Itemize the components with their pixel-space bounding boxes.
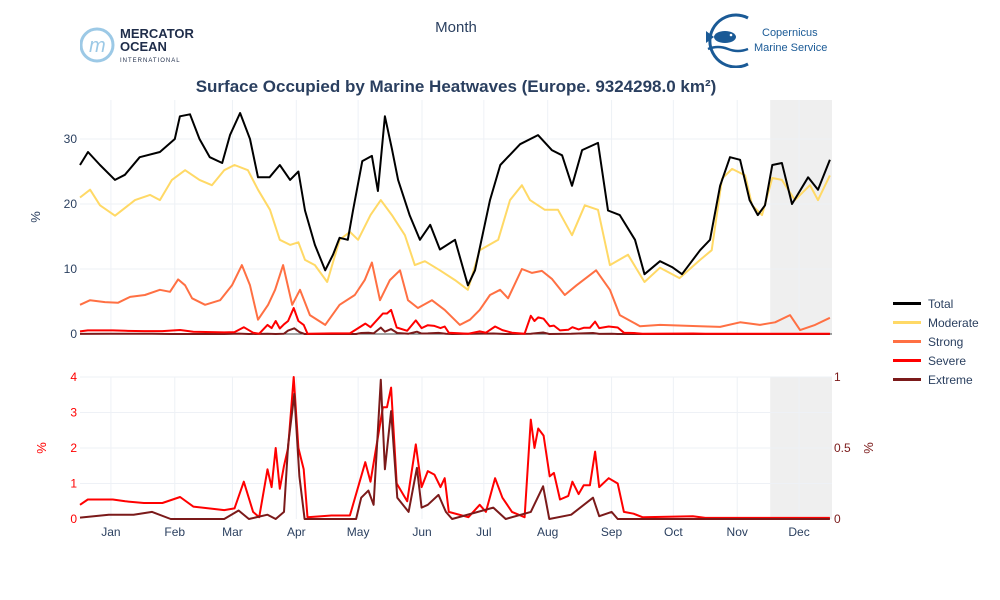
line-extreme-top [79, 326, 830, 335]
legend-swatch [893, 359, 921, 362]
legend-swatch [893, 302, 921, 305]
chart-title: Surface Occupied by Marine Heatwaves (Eu… [195, 77, 717, 96]
legend-item-moderate[interactable]: Moderate [893, 313, 979, 332]
line-moderate [79, 164, 831, 291]
copernicus-marine-logo: Copernicus Marine Service [706, 13, 827, 68]
x-tick-label: May [347, 525, 370, 539]
y-left-tick-label: 0 [70, 512, 77, 526]
line-extreme-bottom [79, 378, 830, 520]
line-severe-top [79, 307, 830, 335]
y-tick-label: 30 [64, 132, 78, 146]
line-total [79, 112, 831, 287]
x-tick-label: Dec [788, 525, 809, 539]
legend-label: Severe [928, 353, 967, 368]
svg-text:MERCATOR: MERCATOR [120, 26, 195, 41]
legend-label: Moderate [928, 315, 979, 330]
x-tick-label: Mar [222, 525, 243, 539]
line-severe-bottom [79, 376, 830, 519]
y-tick-label: 0 [70, 327, 77, 341]
legend-swatch [893, 340, 921, 343]
y-right-tick-label: 0.5 [834, 441, 851, 455]
x-tick-label: Jul [476, 525, 491, 539]
legend-item-total[interactable]: Total [893, 294, 979, 313]
x-tick-label: Feb [164, 525, 185, 539]
y-right-tick-label: 0 [834, 512, 841, 526]
y-left-tick-label: 3 [70, 406, 77, 420]
x-tick-label: Jun [412, 525, 431, 539]
y-left-tick-label: 2 [70, 441, 77, 455]
legend-swatch [893, 378, 921, 381]
legend-swatch [893, 321, 921, 324]
y-tick-label: 20 [64, 197, 78, 211]
legend: Total Moderate Strong Severe Extreme [893, 294, 979, 389]
y-right-axis-title: % [861, 442, 876, 454]
mercator-ocean-logo: m MERCATOR OCEAN INTERNATIONAL [80, 26, 195, 64]
line-strong [79, 261, 831, 332]
shaded-period [770, 100, 832, 334]
x-tick-label: Jan [101, 525, 120, 539]
svg-text:m: m [89, 35, 106, 57]
legend-label: Strong [928, 334, 964, 349]
legend-item-extreme[interactable]: Extreme [893, 370, 979, 389]
legend-label: Total [928, 296, 954, 311]
legend-label: Extreme [928, 372, 973, 387]
y-left-tick-label: 4 [70, 370, 77, 384]
x-tick-label: Apr [287, 525, 306, 539]
x-tick-label: Aug [537, 525, 558, 539]
svg-text:Marine Service: Marine Service [754, 42, 827, 54]
y-left-axis-title: % [34, 442, 49, 454]
y-axis-title: % [28, 211, 43, 223]
legend-item-severe[interactable]: Severe [893, 351, 979, 370]
x-axis-title: Month [435, 19, 477, 36]
legend-item-strong[interactable]: Strong [893, 332, 979, 351]
x-tick-label: Nov [727, 525, 748, 539]
x-tick-label: Oct [664, 525, 683, 539]
svg-text:Copernicus: Copernicus [762, 27, 818, 39]
y-tick-label: 10 [64, 262, 78, 276]
svg-text:OCEAN: OCEAN [120, 39, 167, 54]
y-left-tick-label: 1 [70, 477, 77, 491]
svg-text:INTERNATIONAL: INTERNATIONAL [120, 58, 181, 64]
y-right-tick-label: 1 [834, 370, 841, 384]
x-tick-label: Sep [601, 525, 623, 539]
